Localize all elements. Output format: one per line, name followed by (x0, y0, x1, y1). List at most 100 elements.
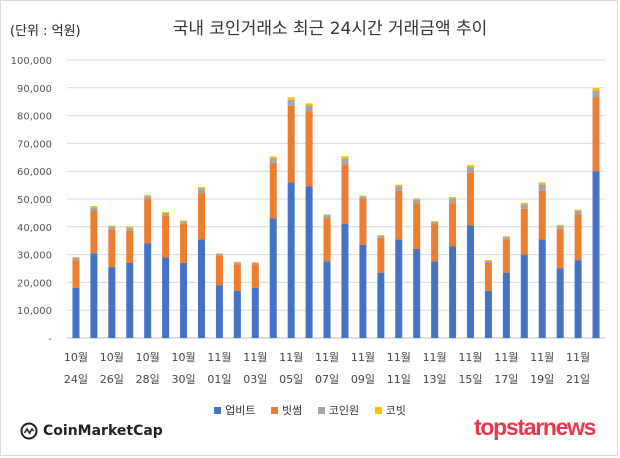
bar-segment-코인원 (520, 204, 528, 209)
bar-segment-코인원 (592, 90, 600, 98)
bar-segment-코인원 (574, 210, 582, 215)
bar-segment-업비트 (251, 287, 259, 338)
legend-swatch (214, 406, 222, 414)
legend-label: 코빗 (385, 404, 406, 417)
bar-segment-업비트 (377, 272, 385, 338)
x-tick-month: 10월 (100, 351, 124, 364)
x-tick-month: 10월 (172, 351, 196, 364)
bar-segment-코빗 (251, 262, 259, 263)
bar-segment-빗썸 (359, 199, 367, 245)
bar-segment-빗썸 (144, 199, 152, 244)
bars (72, 88, 600, 338)
unit-label: (단위 : 억원) (10, 24, 81, 39)
x-tick-day: 11일 (387, 372, 411, 386)
bar-segment-코빗 (467, 165, 474, 168)
bar-segment-코빗 (108, 225, 116, 227)
bar-segment-코빗 (431, 220, 439, 222)
bar-segment-코빗 (233, 261, 241, 263)
bar-segment-업비트 (538, 239, 546, 338)
bar-segment-코인원 (287, 99, 295, 106)
bar-segment-코빗 (502, 236, 510, 238)
bar-segment-코인원 (305, 105, 313, 112)
x-tick-day: 05일 (279, 372, 303, 386)
chart-title: 국내 코인거래소 최근 24시간 거래금액 추이 (172, 19, 488, 39)
bar-segment-코인원 (556, 225, 564, 230)
bar-segment-코빗 (413, 198, 421, 200)
bar-segment-코빗 (144, 195, 152, 197)
bar-segment-빗썸 (180, 224, 188, 263)
x-tick-month: 11월 (566, 351, 590, 364)
bar-segment-빗썸 (72, 260, 80, 288)
bar-segment-빗썸 (90, 210, 98, 254)
x-tick-day: 19일 (530, 372, 554, 386)
bar-segment-업비트 (305, 186, 313, 338)
coinmarketcap-icon (20, 422, 38, 440)
bar-segment-업비트 (287, 182, 295, 338)
legend-item-korbit: 코빗 (374, 402, 406, 418)
x-tick-month: 10월 (136, 351, 160, 364)
bar-segment-빗썸 (305, 111, 313, 187)
bar-segment-코빗 (556, 224, 564, 226)
bar-segment-업비트 (413, 249, 421, 338)
bar-segment-빗썸 (502, 239, 510, 273)
bar-segment-코인원 (377, 235, 385, 238)
bar-segment-코빗 (126, 226, 134, 228)
bar-segment-빗썸 (431, 224, 439, 262)
bar-segment-코빗 (269, 156, 277, 159)
bar-segment-코빗 (287, 97, 295, 100)
bar-segment-빗썸 (556, 229, 564, 269)
bar-segment-코빗 (90, 205, 98, 208)
bar-segment-코빗 (520, 202, 528, 205)
bar-segment-업비트 (395, 239, 403, 338)
bar-segment-업비트 (269, 218, 277, 338)
legend: 업비트 빗썸 코인원 코빗 (0, 402, 620, 418)
y-tick-label: 100,000 (11, 56, 52, 67)
bar-segment-빗썸 (215, 255, 223, 286)
bar-segment-코빗 (574, 209, 582, 211)
bar-segment-업비트 (502, 272, 510, 338)
bar-segment-코인원 (323, 215, 331, 219)
bar-segment-업비트 (108, 267, 116, 338)
bar-segment-빗썸 (162, 215, 170, 258)
bar-segment-코빗 (162, 212, 170, 213)
bar-segment-업비트 (467, 225, 474, 338)
legend-item-bithumb: 빗썸 (271, 402, 302, 418)
bar-segment-업비트 (484, 290, 492, 338)
bar-segment-빗썸 (520, 208, 528, 255)
legend-label: 빗썸 (282, 404, 303, 417)
bar-segment-빗썸 (377, 237, 385, 273)
legend-swatch (317, 406, 325, 414)
bar-segment-업비트 (233, 290, 241, 338)
bar-segment-업비트 (144, 243, 152, 338)
bar-segment-코인원 (269, 158, 277, 163)
legend-swatch (374, 406, 382, 414)
x-tick-day: 01일 (207, 372, 231, 386)
y-tick-label: 90,000 (17, 84, 52, 95)
bar-segment-코인원 (144, 196, 152, 199)
bar-segment-빗썸 (341, 164, 349, 225)
bar-segment-업비트 (341, 224, 349, 338)
bar-segment-빗썸 (574, 214, 582, 261)
bar-segment-코빗 (449, 197, 457, 199)
bar-segment-빗썸 (395, 190, 403, 240)
bar-segment-빗썸 (484, 262, 492, 291)
x-tick-month: 10월 (64, 351, 88, 364)
x-tick-day: 21일 (566, 372, 590, 386)
x-tick-month: 11월 (387, 351, 411, 364)
x-tick-day: 07일 (315, 372, 339, 386)
x-tick-day: 30일 (172, 372, 196, 386)
bar-segment-코빗 (341, 156, 349, 159)
bar-segment-코빗 (538, 182, 546, 185)
bar-segment-코빗 (395, 184, 403, 187)
bar-segment-코인원 (484, 260, 492, 263)
topstarnews-logo: topstarnews (474, 414, 596, 440)
y-axis: - 10,000 20,000 30,000 40,000 50,000 60,000 70,… (11, 56, 53, 345)
bar-segment-업비트 (180, 262, 188, 338)
coinmarketcap-text: CoinMarketCap (43, 423, 163, 439)
bar-segment-코인원 (72, 257, 80, 261)
x-tick-day: 24일 (64, 372, 88, 386)
bar-segment-코빗 (198, 187, 205, 189)
bar-segment-업비트 (592, 171, 600, 338)
y-tick-label: 50,000 (17, 195, 52, 206)
